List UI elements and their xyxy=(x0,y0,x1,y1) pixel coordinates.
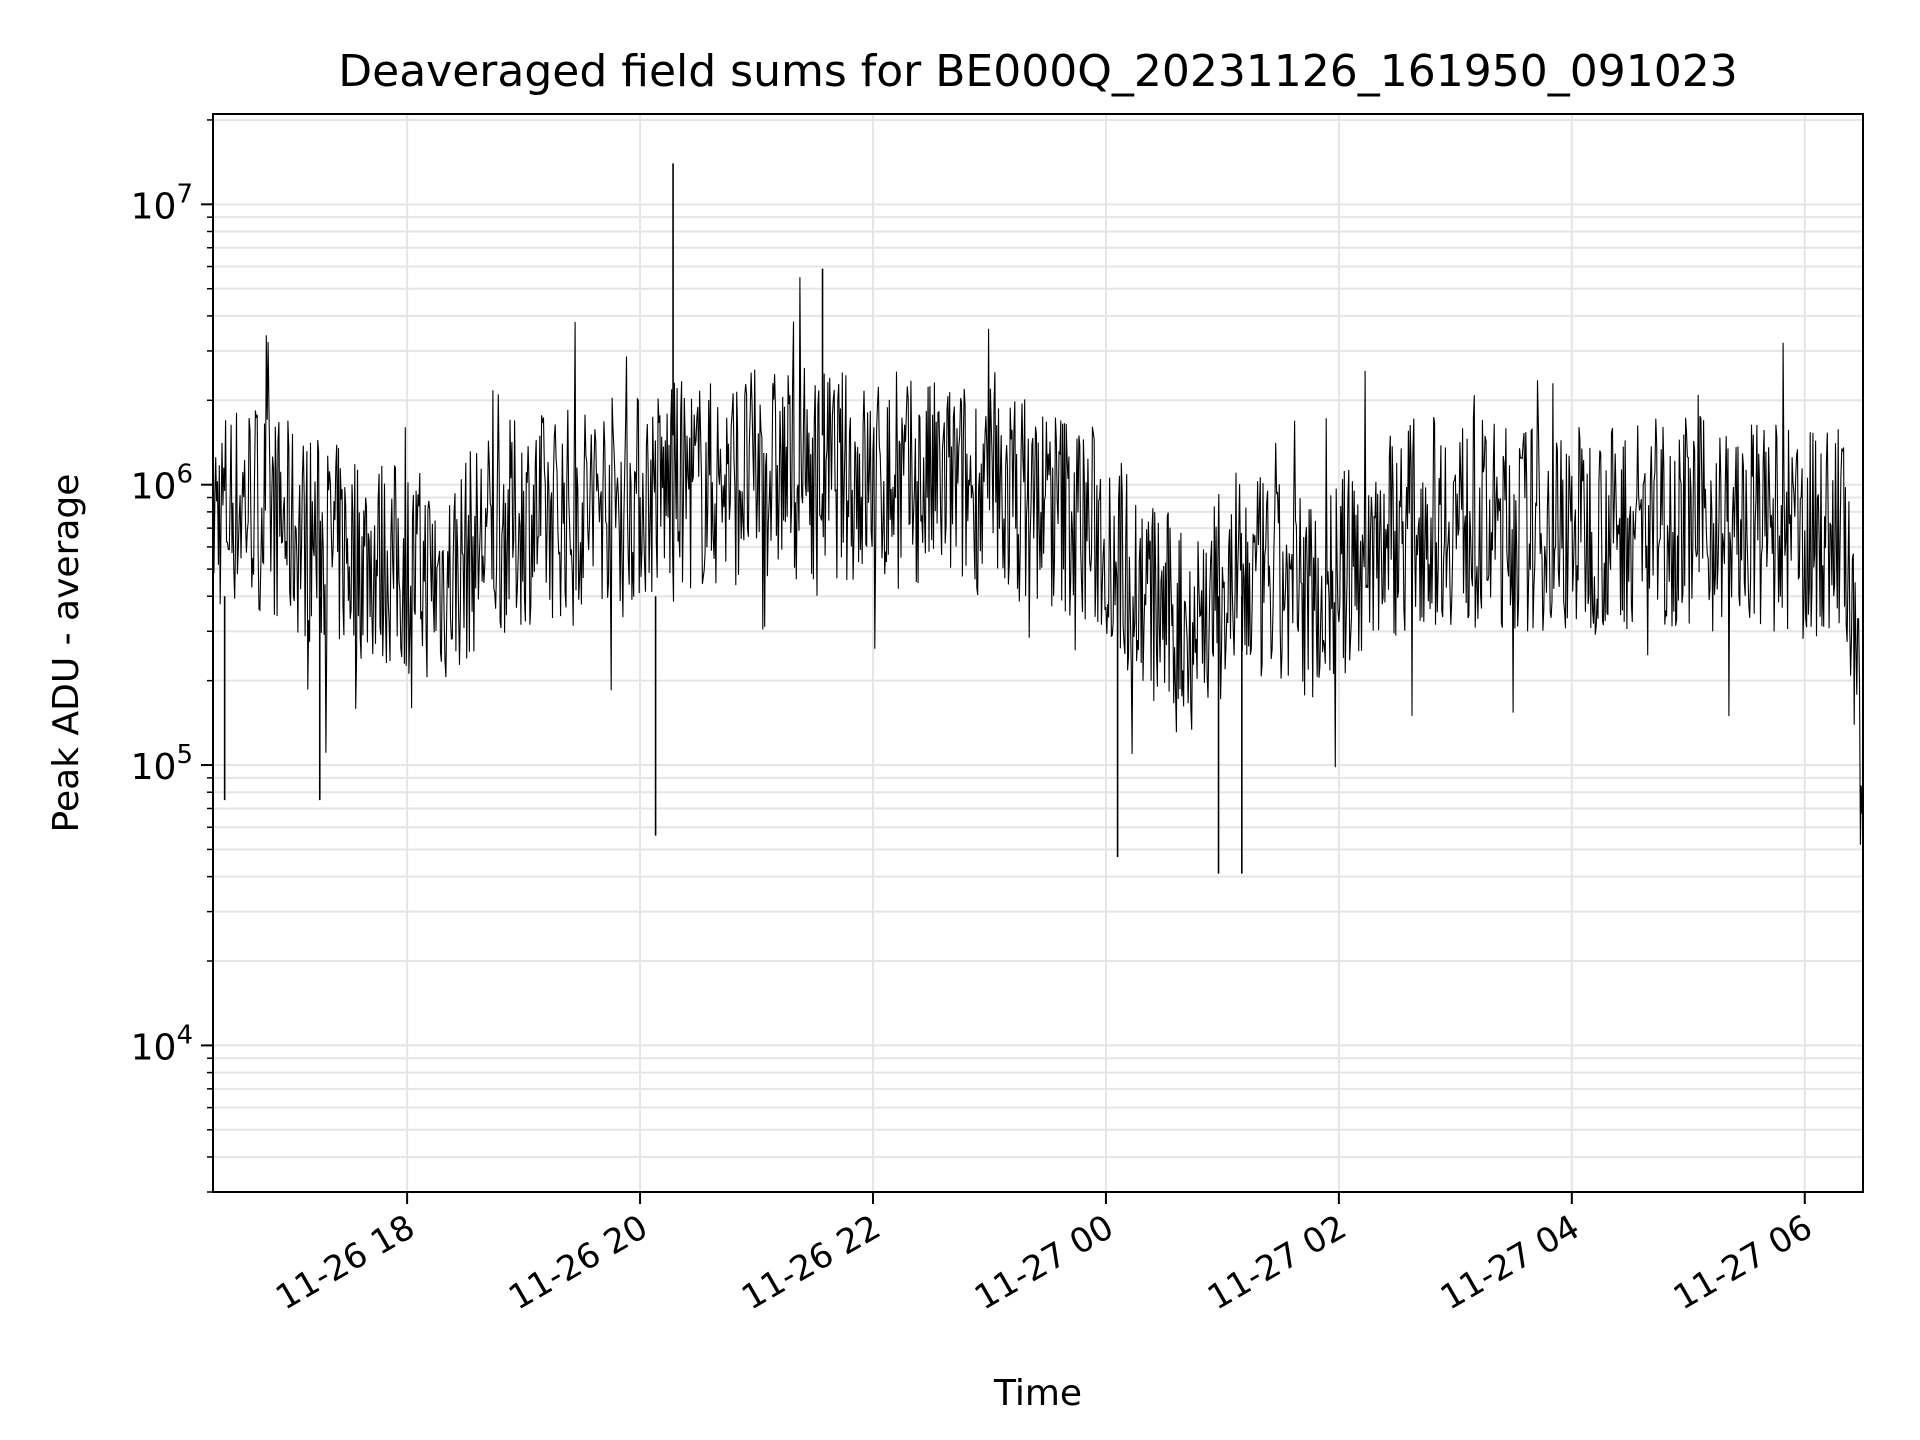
chart-title: Deaveraged field sums for BE000Q_2023112… xyxy=(338,46,1737,97)
y-tick-label: 107 xyxy=(131,179,193,227)
y-tick-label: 105 xyxy=(131,740,193,788)
series-line xyxy=(212,277,1864,845)
y-axis-label: Peak ADU - average xyxy=(46,474,87,833)
plot-frame xyxy=(212,113,1864,1193)
series-layer xyxy=(212,163,1864,874)
y-tick-label: 106 xyxy=(131,460,193,508)
y-tick-label: 104 xyxy=(131,1020,193,1068)
x-axis-label: Time xyxy=(993,1373,1082,1414)
